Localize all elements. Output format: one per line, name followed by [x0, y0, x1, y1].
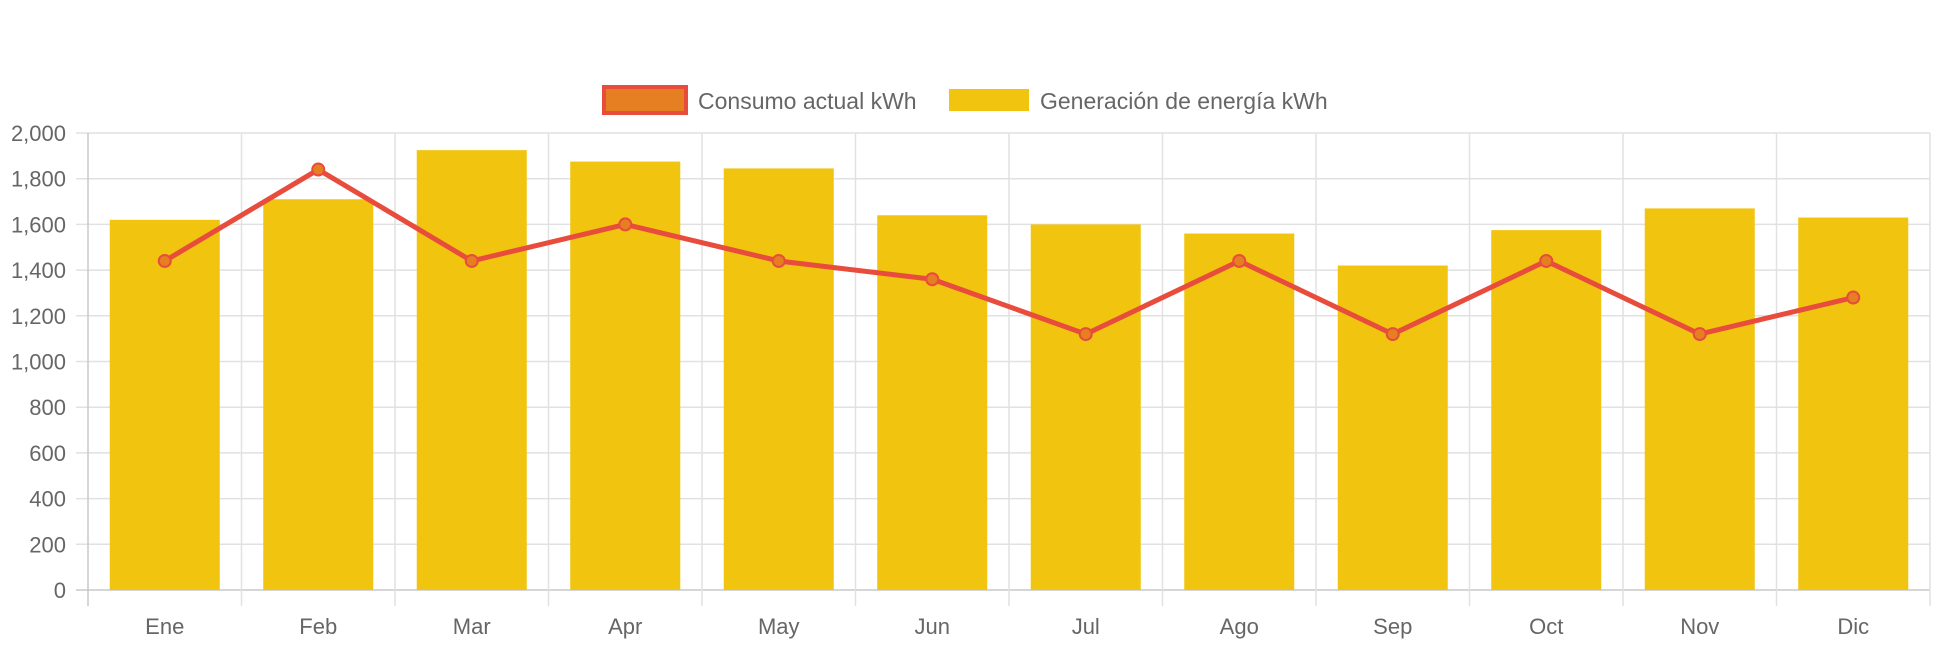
- y-tick-label: 0: [54, 578, 66, 603]
- x-tick-label: Apr: [608, 614, 642, 639]
- point-consumo: [464, 253, 479, 268]
- point-consumo: [1232, 253, 1247, 268]
- line-consumo: [163, 167, 1854, 337]
- grid-layer: [76, 132, 1931, 606]
- x-tick-label: Jul: [1072, 614, 1100, 639]
- axes-layer: 0 200 400 600 800 1,000 1,200 1,400 1,600 1,800 2,…: [11, 121, 1869, 639]
- point-consumo: [1692, 327, 1707, 342]
- x-tick-label: Mar: [453, 614, 491, 639]
- legend-label-consumo: Consumo actual kWh: [698, 88, 917, 114]
- point-consumo: [771, 253, 786, 268]
- y-tick-label: 1,200: [11, 304, 66, 329]
- x-tick-label: May: [758, 614, 800, 639]
- bar-generacion: [1030, 224, 1141, 590]
- y-tick-label: 1,800: [11, 167, 66, 192]
- point-consumo: [1539, 253, 1554, 268]
- y-tick-label: 1,600: [11, 212, 66, 237]
- point-consumo: [1385, 327, 1400, 342]
- y-tick-label: 600: [29, 441, 66, 466]
- point-consumo: [618, 217, 633, 232]
- bar-generacion: [1644, 208, 1755, 590]
- x-tick-label: Dic: [1837, 614, 1869, 639]
- legend-item-consumo[interactable]: Consumo actual kWh: [602, 85, 917, 115]
- legend-label-generacion: Generación de energía kWh: [1040, 88, 1328, 114]
- bar-generacion: [1337, 265, 1448, 590]
- x-tick-label: Oct: [1529, 614, 1563, 639]
- x-tick-label: Ene: [145, 614, 184, 639]
- bar-generacion: [109, 219, 220, 590]
- x-tick-label: Sep: [1373, 614, 1412, 639]
- x-tick-label: Jun: [915, 614, 950, 639]
- point-consumo: [1078, 327, 1093, 342]
- bar-generacion: [263, 199, 374, 590]
- y-tick-label: 800: [29, 395, 66, 420]
- point-consumo: [157, 253, 172, 268]
- point-consumo: [1846, 290, 1861, 305]
- bar-generacion: [877, 215, 988, 590]
- bar-generacion: [1798, 217, 1909, 591]
- point-consumo: [311, 162, 326, 177]
- x-tick-label: Nov: [1680, 614, 1719, 639]
- legend-swatch-generacion: [949, 89, 1029, 111]
- y-tick-label: 400: [29, 487, 66, 512]
- y-tick-label: 200: [29, 532, 66, 557]
- legend: Consumo actual kWh Generación de energía…: [602, 85, 1328, 115]
- y-tick-label: 2,000: [11, 121, 66, 146]
- line-layer: [157, 162, 1861, 342]
- legend-item-generacion[interactable]: Generación de energía kWh: [949, 88, 1328, 114]
- x-tick-label: Feb: [299, 614, 337, 639]
- point-consumo: [925, 272, 940, 287]
- y-tick-label: 1,000: [11, 350, 66, 375]
- bar-generacion: [416, 150, 527, 590]
- bars-layer: [109, 150, 1909, 591]
- x-tick-label: Ago: [1220, 614, 1259, 639]
- bar-generacion: [1491, 230, 1602, 591]
- legend-swatch-consumo: [602, 85, 688, 115]
- bar-generacion: [1184, 233, 1295, 591]
- bar-generacion: [723, 168, 834, 591]
- y-tick-label: 1,400: [11, 258, 66, 283]
